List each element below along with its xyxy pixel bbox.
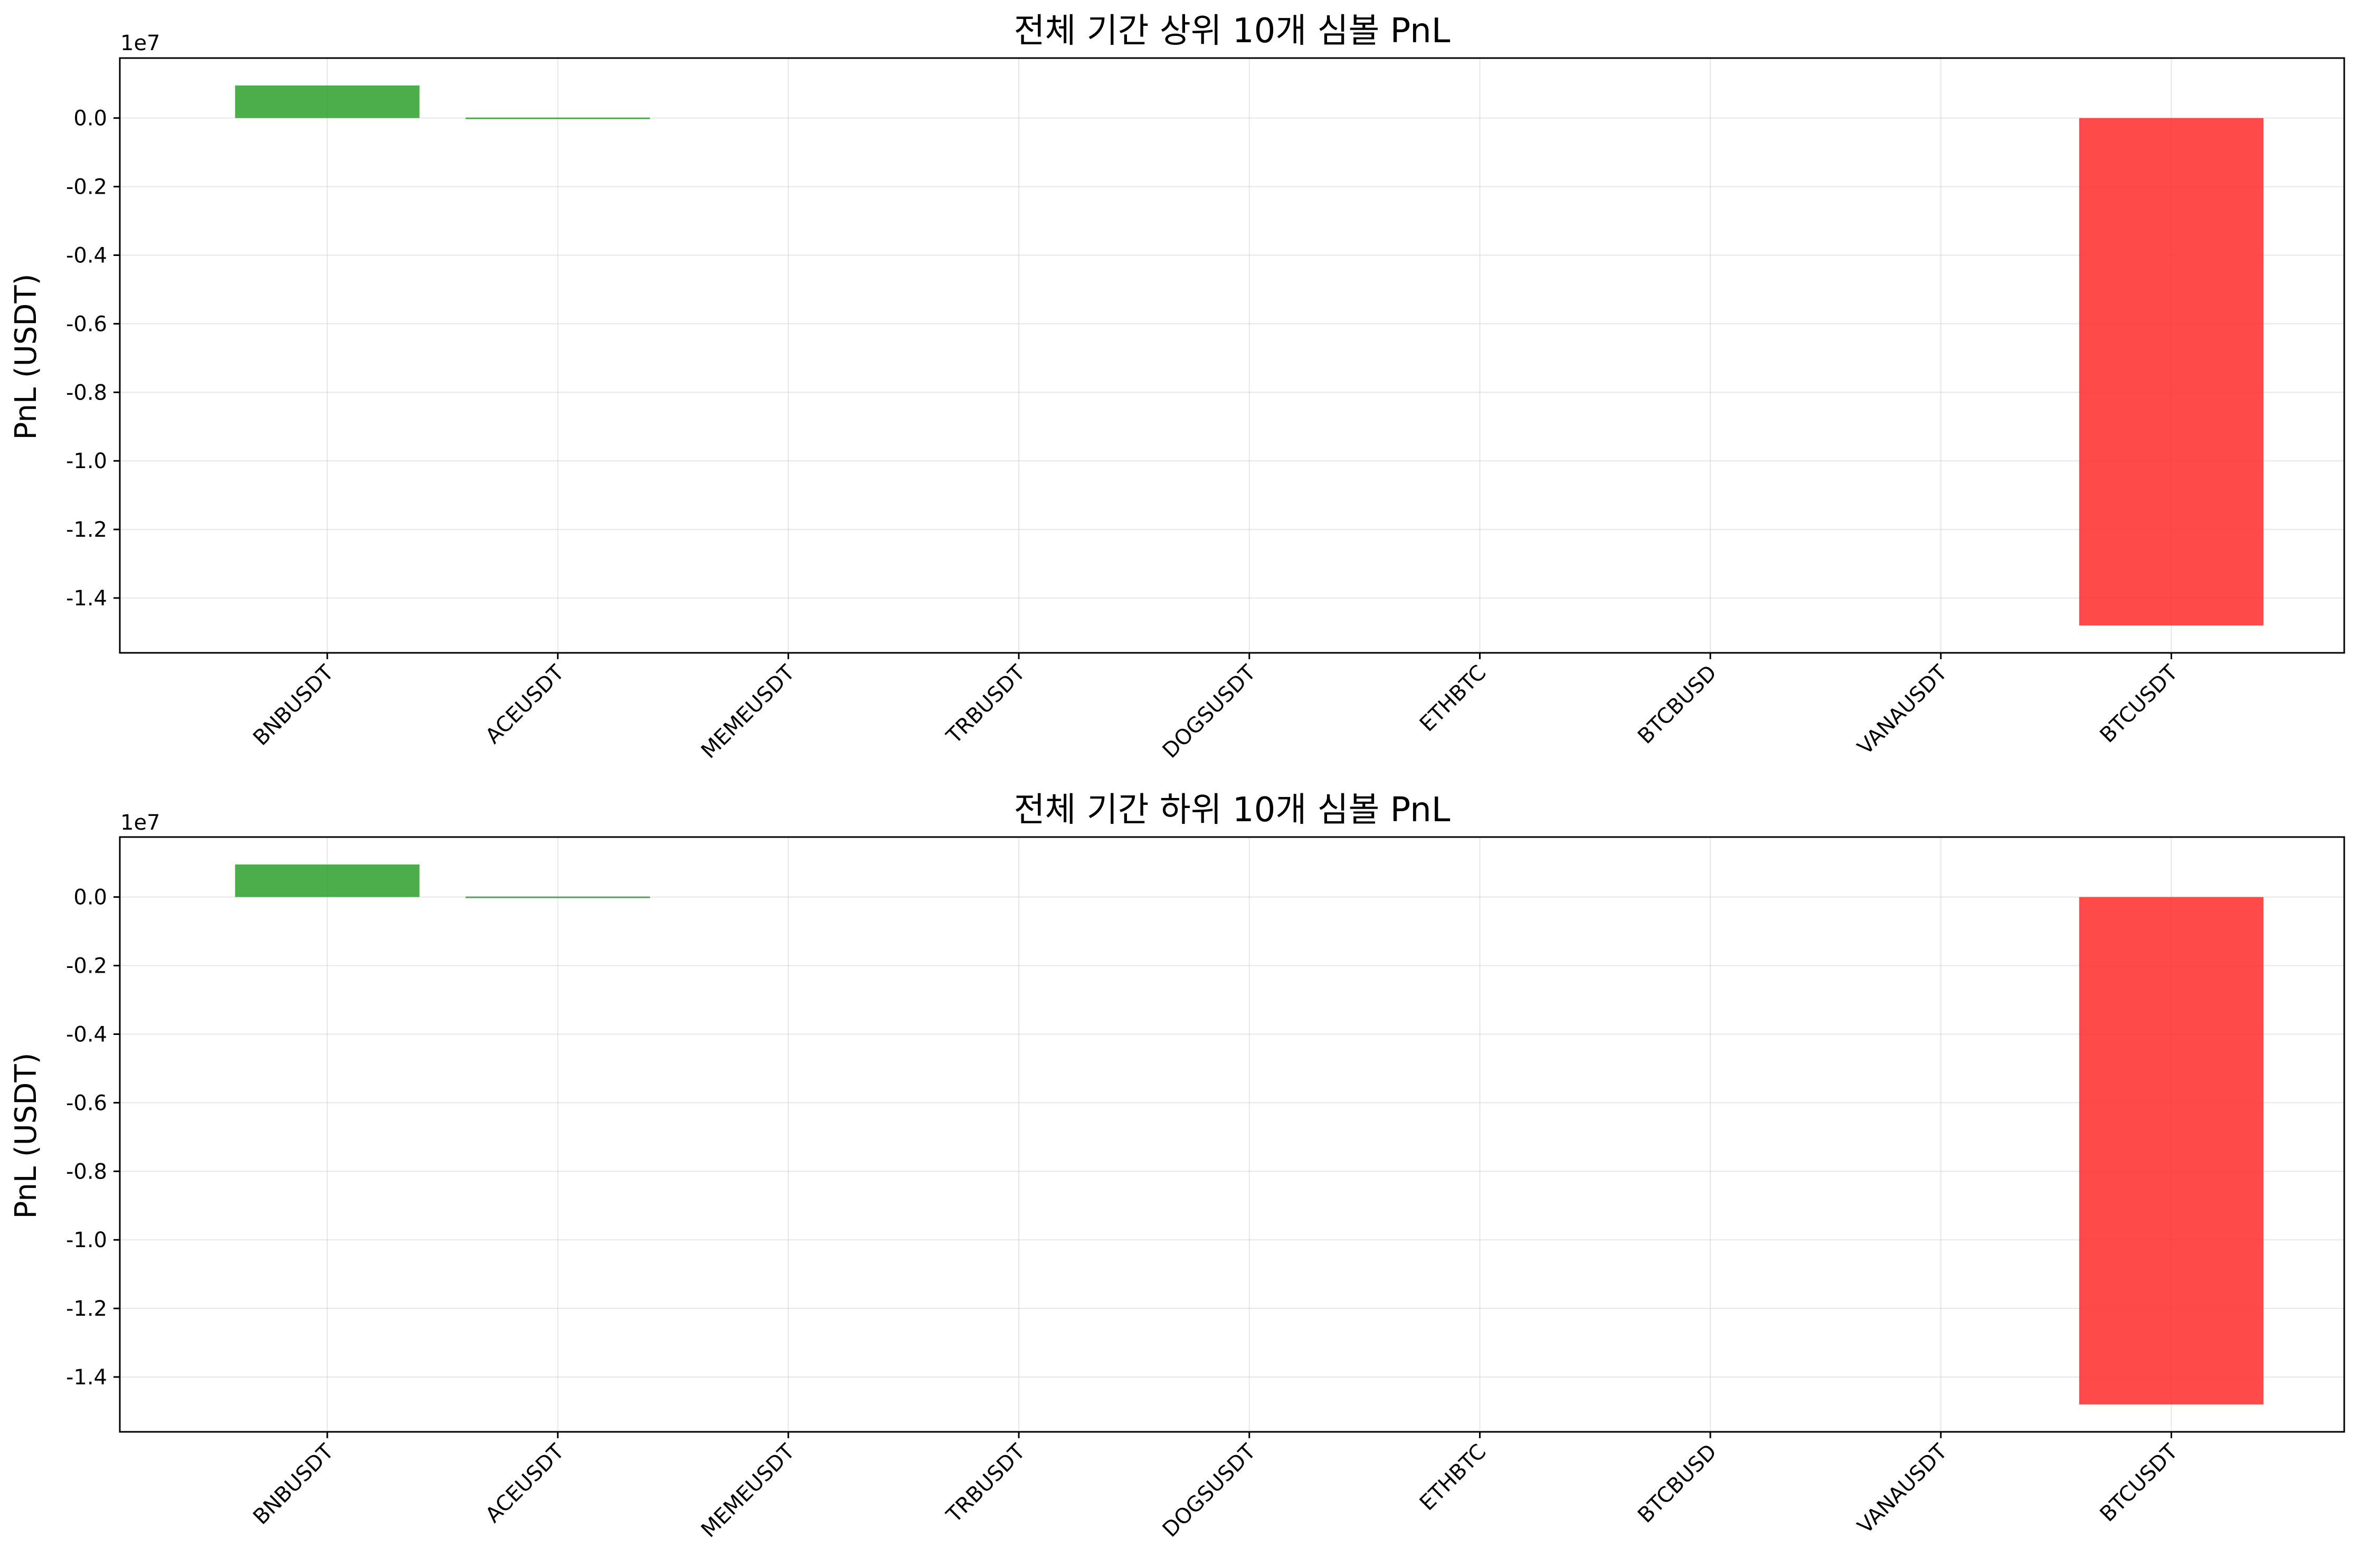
chart-title: 전체 기간 하위 10개 심볼 PnL [1014, 791, 1451, 830]
bars [235, 864, 2264, 1405]
y-axis-label: PnL (USDT) [9, 1053, 43, 1219]
y-tick-label: -1.0 [66, 1228, 107, 1252]
y-tick-label: -1.0 [66, 449, 107, 473]
y-tick-label: -1.2 [66, 518, 107, 542]
y-axis-ticks: 0.0 -0.2 -0.4 -0.6 -0.8 -1.0 -1.2 -1.4 [66, 107, 120, 611]
bar-aceusdt [466, 896, 650, 898]
y-tick-label: -0.4 [66, 244, 107, 268]
grid [120, 58, 2344, 653]
bar-btcusdt [2079, 118, 2264, 626]
chart-title: 전체 기간 상위 10개 심볼 PnL [1014, 12, 1451, 51]
plot-frame [119, 57, 2345, 654]
y-tick-label: -0.8 [66, 381, 107, 405]
bar-bnbusdt [235, 85, 420, 118]
y-tick-label: -0.6 [66, 312, 107, 336]
y-axis-ticks: 0.0 -0.2 -0.4 -0.6 -0.8 -1.0 -1.2 -1.4 [66, 886, 120, 1390]
bar-aceusdt [466, 117, 650, 119]
bar-bnbusdt [235, 864, 420, 897]
y-tick-label: -0.8 [66, 1160, 107, 1184]
bars [235, 85, 2264, 626]
y-tick-label: -1.4 [66, 586, 107, 611]
y-axis-offset-label: 1e7 [120, 31, 160, 55]
y-tick-label: -0.2 [66, 954, 107, 978]
y-axis-offset-label: 1e7 [120, 811, 160, 835]
plot-frame [119, 836, 2345, 1433]
y-tick-label: -0.2 [66, 175, 107, 199]
bar-btcusdt [2079, 897, 2264, 1405]
y-tick-label: -0.4 [66, 1023, 107, 1047]
y-axis-label: PnL (USDT) [9, 274, 43, 440]
y-tick-label: -0.6 [66, 1091, 107, 1115]
y-tick-label: -1.2 [66, 1297, 107, 1321]
y-tick-label: 0.0 [73, 886, 107, 910]
y-tick-label: 0.0 [73, 107, 107, 131]
y-tick-label: -1.4 [66, 1365, 107, 1390]
